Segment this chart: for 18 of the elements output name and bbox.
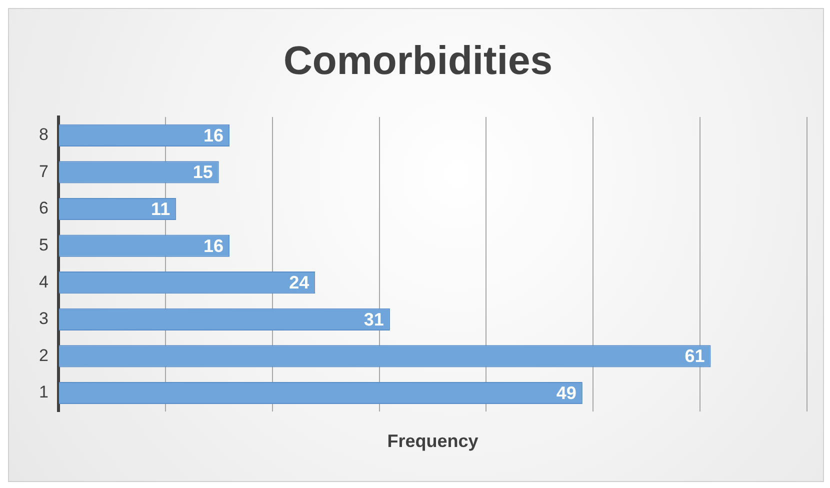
data-label: 24 (289, 272, 310, 293)
y-tick-label: 7 (38, 162, 48, 181)
y-tick-label: 8 (38, 125, 48, 144)
y-tick-label: 6 (38, 198, 48, 218)
data-label: 15 (192, 162, 213, 182)
data-label: 11 (151, 198, 170, 219)
y-tick-label: 2 (38, 346, 48, 365)
y-tick-label: 1 (38, 382, 48, 402)
data-label: 49 (556, 382, 576, 403)
data-label: 61 (684, 346, 705, 366)
y-tick-label: 5 (38, 235, 48, 254)
data-label: 16 (204, 125, 224, 146)
x-axis-title: Frequency (387, 431, 478, 452)
y-tick-label: 3 (38, 309, 48, 328)
chart-title: Comorbidities (284, 39, 552, 84)
data-label: 31 (364, 309, 384, 330)
y-tick-label: 4 (38, 272, 48, 292)
data-label: 16 (204, 236, 224, 256)
